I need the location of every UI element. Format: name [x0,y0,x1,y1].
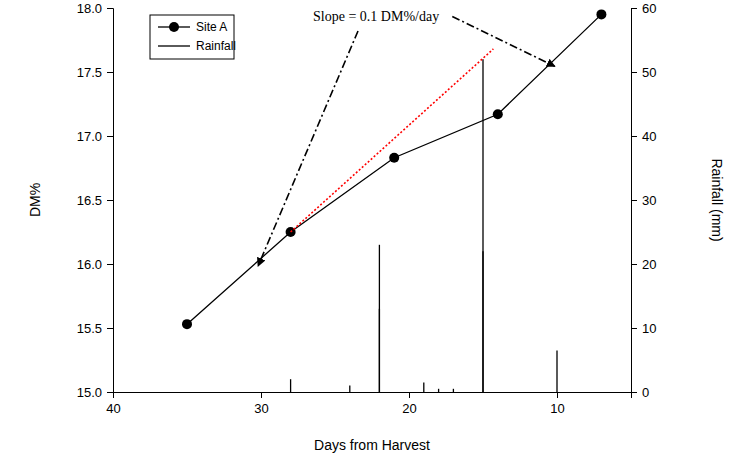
tick-label: 0 [642,385,649,400]
bar [438,389,439,392]
tick-mark [631,200,637,201]
bar [379,245,380,392]
annotation: Slope = 0.1 DM%/day [313,9,439,24]
tick-label: 10 [550,401,564,416]
tick: 18.0 [77,1,113,16]
tick: 17.0 [77,129,113,144]
tick-label: 30 [642,193,656,208]
tick-mark [631,392,637,393]
tick-mark [631,264,637,265]
tick: 20 [631,257,656,272]
tick: 15.5 [77,321,113,336]
tick-label: 15.0 [77,385,102,400]
x-axis: 40 30 20 10 [106,392,631,416]
tick-label: 30 [254,401,268,416]
legend-label: Site A [196,20,227,34]
axis-line [107,9,114,393]
tick: 40 [631,129,656,144]
tick: 16.5 [77,193,113,208]
tick-label: 40 [106,401,120,416]
tick-mark [631,136,637,137]
marker [596,9,606,19]
tick-mark [409,392,410,398]
bar [453,389,454,392]
tick-label: 17.5 [77,65,102,80]
plot-area [182,9,606,392]
bar [556,350,557,392]
tick-mark [107,8,113,9]
x-axis-title: Days from Harvest [314,437,430,453]
reference-line [291,49,494,232]
tick-mark [107,136,113,137]
y-axis: 15.0 15.5 16.0 16.5 17.0 17.5 18.0 [77,1,114,400]
tick-mark [557,392,558,398]
y2-axis: 0 10 20 30 40 50 60 [631,1,656,400]
tick: 30 [254,392,268,416]
tick: 16.0 [77,257,113,272]
tick-label: 17.0 [77,129,102,144]
bar [379,309,380,392]
y2-axis-title: Rainfall (mm) [709,158,725,241]
bar [290,379,291,392]
tick-label: 10 [642,321,656,336]
tick-label: 18.0 [77,1,102,16]
tick: 0 [631,385,649,400]
tick: 20 [402,392,416,416]
legend-item: Rainfall [158,39,236,53]
bar [482,251,483,392]
tick-mark [107,264,113,265]
tick-mark [631,328,637,329]
tick-label: 16.5 [77,193,102,208]
marker [182,319,192,329]
bar [482,59,483,392]
tick: 40 [106,392,120,416]
legend-label: Rainfall [196,39,236,53]
legend: Site A Rainfall [150,15,236,59]
tick: 10 [550,392,564,416]
legend-swatch [158,45,190,46]
tick-mark [107,328,113,329]
tick: 50 [631,65,656,80]
tick-label: 20 [642,257,656,272]
tick-mark [631,72,637,73]
tick-label: 15.5 [77,321,102,336]
annotation-arrow [258,31,358,266]
chart: 40 30 20 10 15.0 15.5 16.0 16.5 17.0 17.5 18.0 0 10 2… [0,0,750,473]
marker [493,109,503,119]
axis-line [114,393,632,399]
bar [423,382,424,392]
tick: 10 [631,321,656,336]
legend-marker [169,22,179,32]
marker [389,153,399,163]
bar [349,386,350,392]
tick-label: 60 [642,1,656,16]
annotation-arrow [452,16,555,66]
y-axis-title: DM% [27,183,43,217]
tick-mark [107,392,113,393]
tick-mark [261,392,262,398]
tick: 30 [631,193,656,208]
tick-label: 16.0 [77,257,102,272]
axis-line [632,9,638,393]
legend-item: Site A [158,20,227,34]
tick-label: 20 [402,401,416,416]
tick-label: 40 [642,129,656,144]
tick-mark [631,8,637,9]
rainfall-bars [291,59,557,392]
tick: 15.0 [77,385,113,400]
tick: 60 [631,1,656,16]
tick-mark [107,200,113,201]
tick-label: 50 [642,65,656,80]
series-line [187,14,601,324]
tick: 17.5 [77,65,113,80]
tick-mark [107,72,113,73]
